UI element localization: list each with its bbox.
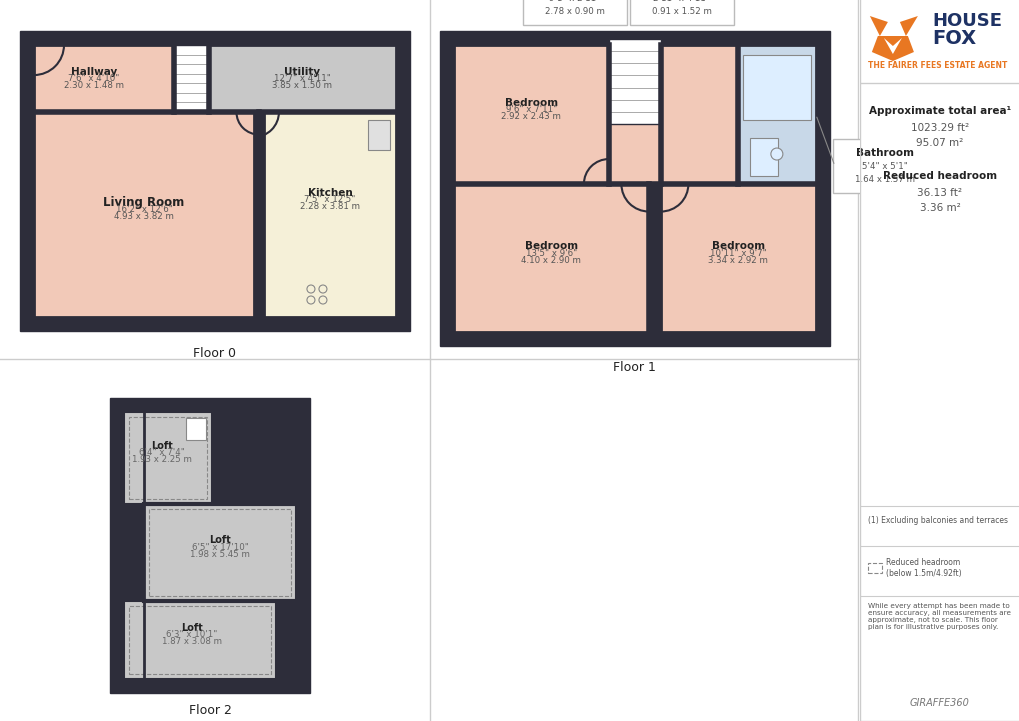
Text: 2.28 x 3.81 m: 2.28 x 3.81 m	[300, 202, 360, 211]
Text: Reduced headroom
(below 1.5m/4.92ft): Reduced headroom (below 1.5m/4.92ft)	[886, 558, 961, 578]
Text: Floor 1: Floor 1	[612, 361, 655, 374]
Bar	[128, 606, 271, 674]
Polygon shape	[869, 16, 887, 36]
Bar	[742, 55, 810, 120]
Text: 6'4" x 7'4": 6'4" x 7'4"	[139, 448, 184, 458]
Bar	[737, 45, 815, 184]
Text: Loft: Loft	[209, 536, 230, 546]
Text: Utility: Utility	[284, 66, 320, 76]
Polygon shape	[899, 16, 917, 36]
Text: 2.92 x 2.43 m: 2.92 x 2.43 m	[501, 112, 560, 121]
FancyBboxPatch shape	[630, 0, 733, 25]
Text: Hallway: Hallway	[70, 66, 117, 76]
Text: Bedroom: Bedroom	[711, 241, 764, 251]
Text: 1.87 x 3.08 m: 1.87 x 3.08 m	[162, 637, 222, 647]
Bar	[439, 31, 829, 346]
Bar	[608, 45, 660, 184]
Text: 4.93 x 3.82 m: 4.93 x 3.82 m	[114, 212, 174, 221]
Text: 1.64 x 1.57 m: 1.64 x 1.57 m	[854, 174, 914, 184]
Bar	[34, 112, 254, 317]
Text: 3.36 m²: 3.36 m²	[919, 203, 959, 213]
Text: 2'11" x 4'11": 2'11" x 4'11"	[653, 0, 709, 3]
Bar	[453, 184, 648, 332]
Circle shape	[770, 148, 783, 160]
Text: 1.93 x 2.25 m: 1.93 x 2.25 m	[131, 456, 192, 464]
Bar	[149, 509, 290, 596]
Bar	[660, 45, 737, 184]
Bar	[209, 45, 395, 112]
FancyBboxPatch shape	[523, 0, 627, 25]
Bar	[749, 138, 777, 176]
Bar	[453, 45, 608, 184]
Bar	[368, 120, 389, 150]
Bar	[660, 184, 815, 332]
Text: 2.30 x 1.48 m: 2.30 x 1.48 m	[64, 81, 124, 90]
Bar	[110, 398, 310, 693]
Text: Loft: Loft	[181, 623, 203, 633]
Text: 5'4" x 5'1": 5'4" x 5'1"	[861, 162, 907, 171]
Text: FOX: FOX	[931, 30, 975, 48]
Text: 4.10 x 2.90 m: 4.10 x 2.90 m	[521, 255, 581, 265]
Text: Kitchen: Kitchen	[308, 187, 352, 198]
Text: Approximate total area¹: Approximate total area¹	[868, 106, 1010, 116]
Text: THE FAIRER FEES ESTATE AGENT: THE FAIRER FEES ESTATE AGENT	[867, 61, 1006, 69]
Bar	[185, 418, 206, 440]
Text: Loft: Loft	[151, 441, 172, 451]
Polygon shape	[883, 38, 901, 54]
FancyBboxPatch shape	[833, 139, 935, 193]
Bar	[34, 45, 174, 112]
Text: 1023.29 ft²: 1023.29 ft²	[910, 123, 968, 133]
Text: Bathroom: Bathroom	[855, 148, 913, 158]
Bar	[124, 601, 276, 679]
Text: 12'7" x 4'11": 12'7" x 4'11"	[274, 74, 330, 83]
Text: (1) Excluding balconies and terraces: (1) Excluding balconies and terraces	[867, 516, 1007, 525]
Bar	[124, 412, 212, 504]
Text: 6'5" x 17'10": 6'5" x 17'10"	[192, 543, 249, 552]
Text: HOUSE: HOUSE	[931, 12, 1001, 30]
Text: 10'11" x 9'7": 10'11" x 9'7"	[709, 249, 766, 257]
Text: Reduced headroom: Reduced headroom	[882, 171, 996, 181]
Text: While every attempt has been made to
ensure accuracy, all measurements are
appro: While every attempt has been made to ens…	[867, 603, 1010, 630]
Text: 13'5" x 9'6": 13'5" x 9'6"	[525, 249, 577, 257]
Text: 7'5" x 12'5": 7'5" x 12'5"	[304, 195, 356, 204]
Text: 6'3" x 10'1": 6'3" x 10'1"	[166, 630, 217, 640]
Text: 1.98 x 5.45 m: 1.98 x 5.45 m	[190, 550, 250, 559]
Text: 3.34 x 2.92 m: 3.34 x 2.92 m	[708, 255, 767, 265]
Text: 0.91 x 1.52 m: 0.91 x 1.52 m	[651, 6, 711, 16]
Text: 9'1" x 2'11": 9'1" x 2'11"	[549, 0, 600, 3]
Text: Floor 0: Floor 0	[194, 347, 236, 360]
Bar	[867, 563, 881, 573]
Bar	[608, 39, 660, 124]
Bar	[20, 31, 410, 331]
Bar	[128, 417, 207, 499]
Bar	[264, 112, 395, 317]
Text: 7'6" x 4'10": 7'6" x 4'10"	[68, 74, 119, 83]
Bar	[144, 504, 296, 601]
Text: Bedroom: Bedroom	[525, 241, 578, 251]
Text: GIRAFFE360: GIRAFFE360	[909, 698, 969, 708]
Text: Living Room: Living Room	[103, 196, 184, 209]
Text: Floor 2: Floor 2	[189, 704, 231, 717]
Text: 3.85 x 1.50 m: 3.85 x 1.50 m	[272, 81, 332, 90]
Polygon shape	[871, 36, 913, 61]
Text: 16'2" x 12'6": 16'2" x 12'6"	[115, 205, 172, 214]
Text: 95.07 m²: 95.07 m²	[915, 138, 963, 148]
Text: Bedroom: Bedroom	[504, 97, 557, 107]
Text: 36.13 ft²: 36.13 ft²	[916, 188, 962, 198]
Text: 2.78 x 0.90 m: 2.78 x 0.90 m	[544, 6, 604, 16]
Bar	[174, 45, 209, 112]
Text: 9'6" x 7'11": 9'6" x 7'11"	[505, 105, 556, 114]
